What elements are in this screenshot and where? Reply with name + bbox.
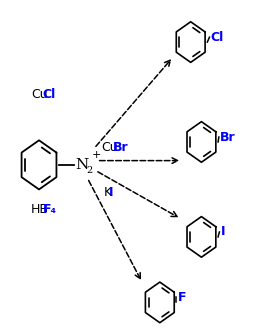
Text: Cl: Cl bbox=[211, 31, 224, 44]
Text: I: I bbox=[221, 225, 225, 238]
Text: HB: HB bbox=[31, 202, 49, 215]
Text: F₄: F₄ bbox=[43, 202, 57, 215]
Text: N: N bbox=[75, 158, 89, 172]
Text: Cu: Cu bbox=[101, 141, 117, 154]
Text: Br: Br bbox=[220, 131, 236, 144]
Text: +: + bbox=[91, 150, 101, 160]
Text: Br: Br bbox=[113, 141, 128, 154]
Text: K: K bbox=[104, 185, 112, 198]
Text: Cl: Cl bbox=[43, 88, 56, 101]
Text: Cu: Cu bbox=[31, 88, 48, 101]
Text: F: F bbox=[178, 291, 186, 304]
Text: 2: 2 bbox=[86, 166, 92, 175]
Text: I: I bbox=[109, 185, 114, 198]
